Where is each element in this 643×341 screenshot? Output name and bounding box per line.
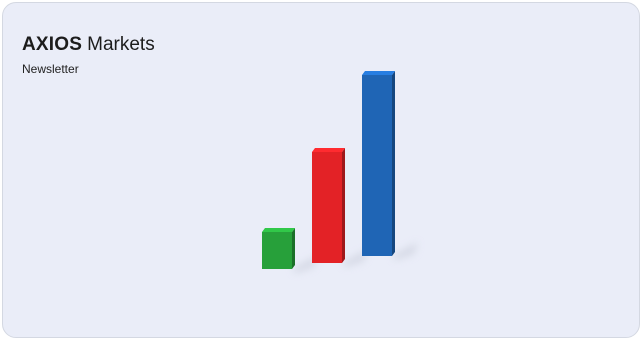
green-bar-top: [262, 228, 295, 232]
green-bar: [262, 228, 318, 273]
brand-product-name: Markets: [87, 34, 155, 55]
blue-bar-front: [362, 75, 392, 256]
blue-bar-top: [362, 71, 395, 75]
green-bar-side: [292, 228, 295, 269]
red-bar-front: [312, 152, 342, 263]
bar-chart-illustration: [262, 71, 418, 273]
axios-logo: AXIOS: [22, 34, 83, 55]
green-bar-front: [262, 232, 292, 269]
red-bar-shadow: [342, 249, 368, 267]
brand-title: AXIOS Markets: [22, 34, 155, 60]
red-bar-top: [312, 148, 345, 152]
red-bar-side: [342, 148, 345, 263]
green-bar-shadow: [292, 255, 318, 273]
blue-bar-shadow: [392, 242, 418, 260]
red-bar: [312, 148, 368, 267]
newsletter-card[interactable]: AXIOS Markets Newsletter: [2, 2, 640, 338]
blue-bar-side: [392, 71, 395, 256]
blue-bar: [362, 71, 418, 260]
brand-subtitle: Newsletter: [22, 62, 79, 76]
brand-header: AXIOS Markets Newsletter: [22, 34, 155, 76]
